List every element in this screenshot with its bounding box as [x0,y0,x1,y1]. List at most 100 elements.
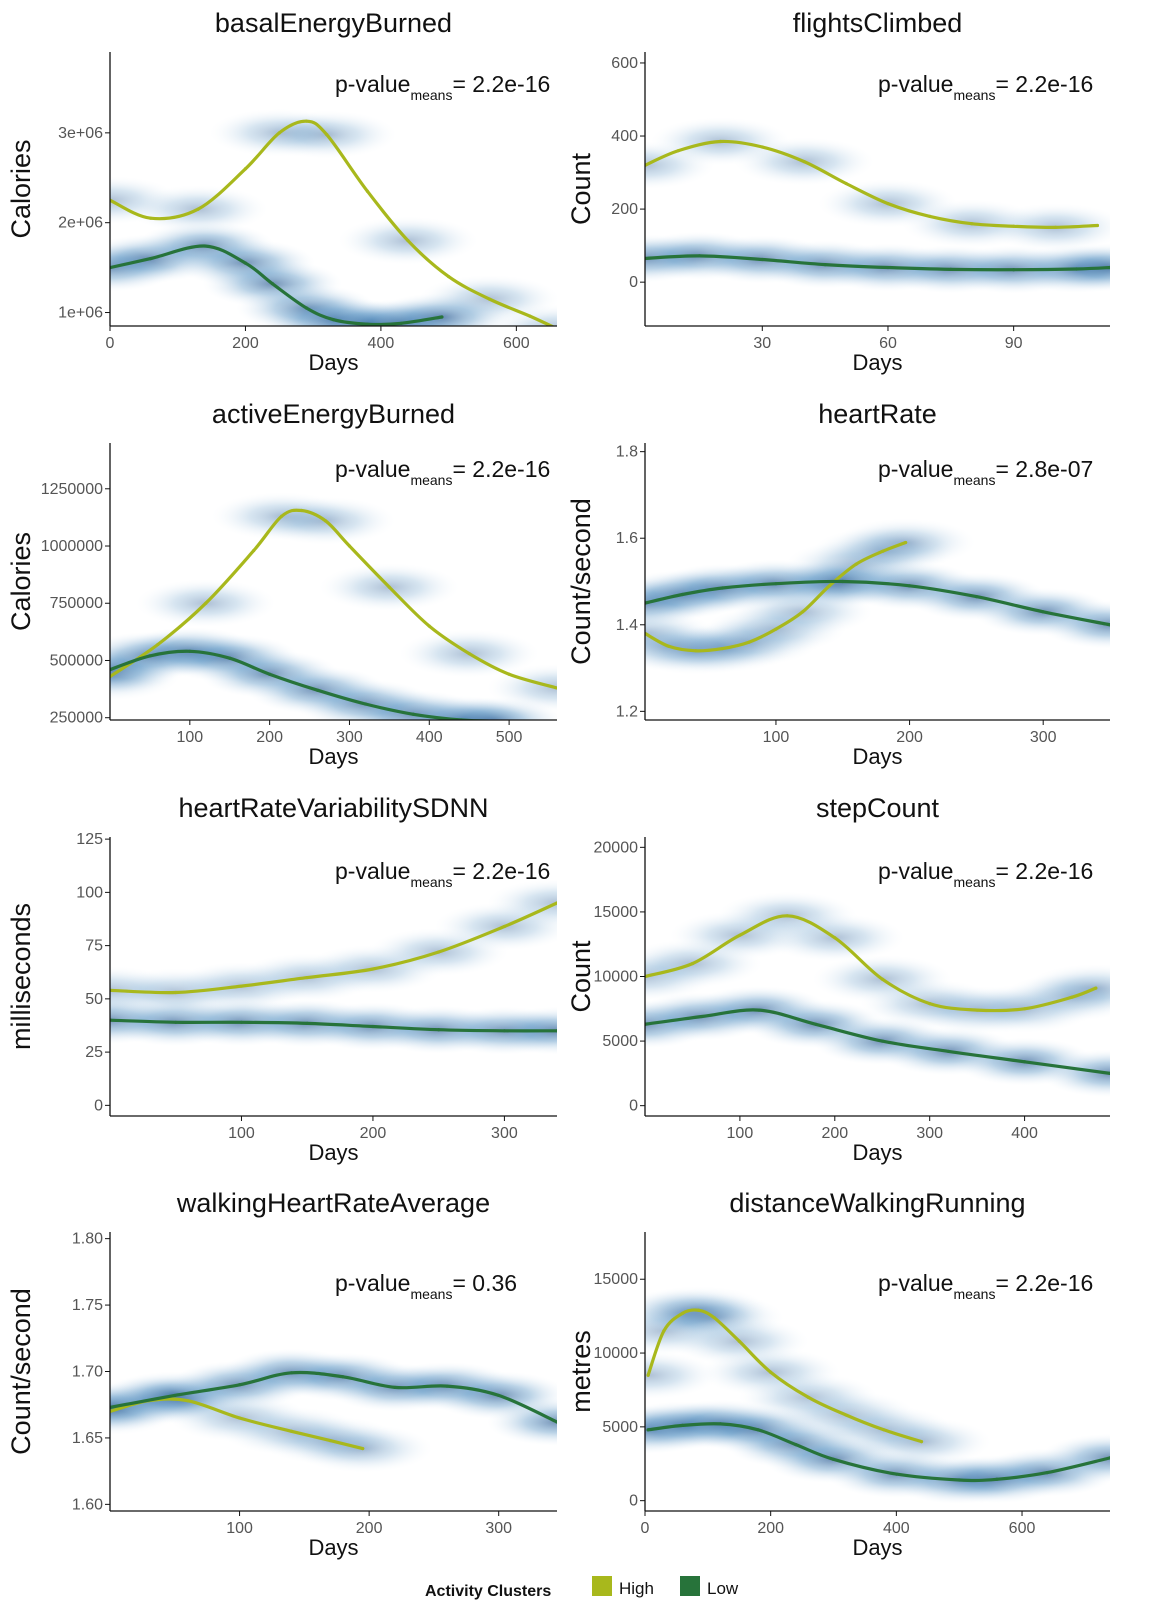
x-tick-label: 300 [916,1125,943,1142]
p-value-annotation: p-valuemeans= 2.2e-16 [878,1270,1093,1302]
chart-panel-distanceWalkingRunning: 0 200 400 600 0 5000 10000 15000 distanceWalking… [566,1188,1110,1560]
chart-title: stepCount [816,793,940,823]
trend-line-low [645,579,1110,627]
y-tick-label: 10000 [594,1345,639,1362]
chart-title: heartRate [818,399,937,429]
x-tick-label: 200 [821,1125,848,1142]
legend: Activity Clusters High Low [425,1576,739,1600]
y-tick-label: 10000 [594,969,639,986]
x-tick-label: 100 [763,729,790,746]
trend-line-low [110,649,495,720]
y-axis-label: Count [566,940,596,1013]
x-tick-label: 400 [1011,1125,1038,1142]
y-tick-label: 1.70 [72,1364,103,1381]
data-point-high [555,327,558,330]
x-axis-label: Days [308,1535,358,1560]
x-tick-label: 300 [485,1520,512,1537]
x-axis-label: Days [308,350,358,375]
chart-panel-activeEnergyBurned: 100 200 300 400 500 250000 500000 750000 1000000… [6,399,557,769]
y-tick-label: 600 [611,55,638,72]
y-tick-label: 1.75 [72,1297,103,1314]
x-tick-label: 400 [368,335,395,352]
plot-area [110,879,557,1055]
x-tick-label: 90 [1005,335,1023,352]
legend-swatch-high [592,1576,612,1596]
density-region [1040,1049,1110,1098]
y-tick-label: 1.6 [616,530,638,547]
chart-panel-stepCount: 100 200 300 400 0 5000 10000 15000 20000 stepCoun… [566,793,1110,1165]
x-tick-label: 100 [228,1125,255,1142]
chart-title: walkingHeartRateAverage [176,1188,490,1218]
y-tick-label: 5000 [602,1419,638,1436]
y-tick-label: 1.65 [72,1430,103,1447]
plot-area [645,117,1110,294]
x-tick-label: 0 [641,1520,650,1537]
trend-line-low [110,1018,557,1033]
legend-swatch-low [680,1576,700,1596]
y-tick-label: 1.2 [616,703,638,720]
x-axis-label: Days [308,1140,358,1165]
y-tick-label: 75 [85,938,103,955]
y-axis-label: Calories [6,532,36,631]
p-value-annotation: p-valuemeans= 2.8e-07 [878,456,1093,488]
chart-panel-heartRateVariabilitySDNN: 100 200 300 0 25 50 75 100 125 heartRateVariabili… [6,793,557,1165]
y-tick-label: 15000 [594,1271,639,1288]
chart-panel-basalEnergyBurned: 0 200 400 600 1e+06 2e+06 3e+06 basalEnergyBurn… [6,8,558,375]
y-axis-label: milliseconds [6,903,36,1050]
x-tick-label: 300 [491,1125,518,1142]
chart-title: flightsClimbed [793,8,963,38]
y-tick-label: 20000 [594,839,639,856]
x-tick-label: 100 [226,1520,253,1537]
x-tick-label: 30 [753,335,771,352]
y-tick-label: 1250000 [41,481,103,498]
y-axis-label: Count [566,152,596,225]
plot-area [110,108,558,330]
x-axis-label: Days [852,744,902,769]
density-region [645,1351,719,1400]
x-tick-label: 600 [1009,1520,1036,1537]
p-value-annotation: p-valuemeans= 2.2e-16 [335,71,550,103]
y-tick-label: 125 [76,831,103,848]
legend-title: Activity Clusters [425,1583,551,1600]
y-tick-label: 2e+06 [58,215,103,232]
x-tick-label: 60 [879,335,897,352]
trend-line-high [645,914,1098,1013]
x-tick-label: 200 [256,729,283,746]
chart-panel-flightsClimbed: 30 60 90 0 200 400 600 flightsClimbed Days Count p… [566,8,1110,375]
y-tick-label: 3e+06 [58,125,103,142]
y-axis-label: Count/second [6,1288,36,1455]
trend-line-low [645,254,1110,272]
y-axis-label: Calories [6,139,36,238]
y-tick-label: 1.4 [616,617,638,634]
y-tick-label: 400 [611,128,638,145]
chart-title: heartRateVariabilitySDNN [178,793,488,823]
y-tick-label: 1.60 [72,1496,103,1513]
plot-area [110,492,557,720]
x-tick-label: 200 [757,1520,784,1537]
y-tick-label: 100 [76,884,103,901]
x-tick-label: 100 [176,729,203,746]
density-region [423,697,557,720]
x-tick-label: 400 [883,1520,910,1537]
y-axis-label: metres [566,1330,596,1413]
p-value-annotation: p-valuemeans= 2.2e-16 [878,71,1093,103]
chart-title: activeEnergyBurned [212,399,455,429]
chart-panel-walkingHeartRateAverage: 100 200 300 1.60 1.65 1.70 1.75 1.80 walkingHear… [6,1188,557,1560]
plot-area [110,1348,557,1473]
x-axis-label: Days [852,1140,902,1165]
x-tick-label: 200 [896,729,923,746]
y-axis-label: Count/second [566,498,596,665]
y-tick-label: 1.8 [616,444,638,461]
legend-label-low: Low [707,1579,739,1598]
trend-line-high [645,139,1099,230]
trend-line-high [110,901,557,995]
y-tick-label: 5000 [602,1033,638,1050]
legend-label-high: High [619,1579,654,1598]
y-tick-label: 500000 [50,652,103,669]
x-tick-label: 200 [360,1125,387,1142]
y-tick-label: 1.80 [72,1231,103,1248]
chart-panel-heartRate: 100 200 300 1.2 1.4 1.6 1.8 heartRate Days Count/… [566,399,1110,769]
chart-title: basalEnergyBurned [215,8,452,38]
trend-line-low [110,1370,557,1424]
trend-line-low [645,1008,1110,1075]
